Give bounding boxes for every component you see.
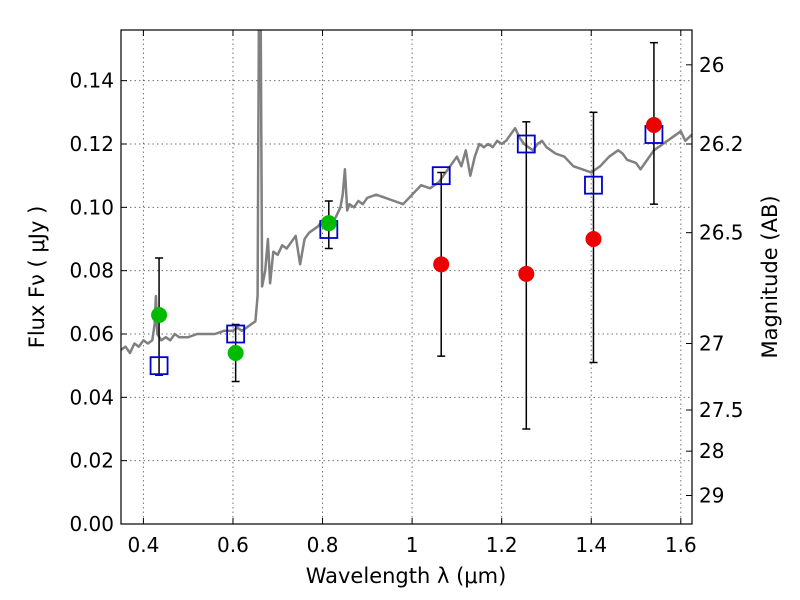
data-point-marker [518,265,535,282]
right-tick-label: 26.5 [699,221,744,245]
data-point-marker [585,231,602,247]
data-point-marker [433,256,450,273]
right-tick-label: 26.2 [699,132,744,156]
model-square-marker [516,134,536,154]
plot-area [121,30,692,430]
y-axis-right-label: Magnitude (AB) [758,195,782,358]
y-tick-label: 0.14 [69,69,114,93]
x-tick-label: 0.8 [307,533,339,557]
x-tick-label: 0.6 [217,533,249,557]
x-axis-label: Wavelength λ (μm) [306,564,507,588]
data-point-marker [645,117,662,133]
model-square-marker [584,175,603,195]
right-tick-label: 26 [699,53,724,77]
right-tick-label: 28 [699,439,724,463]
right-magnitude-ticks: 26 26.2 26.5 27 27.5 28 29 [686,53,744,508]
model-spectrum-line [121,30,692,355]
right-tick-label: 29 [699,484,724,508]
y-tick-label: 0.12 [69,132,114,156]
y-axis-label: Flux Fν ( μJy ) [25,206,49,349]
data-point-marker [151,307,168,323]
plot-frame [120,29,693,525]
model-square-marker [431,166,451,186]
marker-layer [149,117,664,376]
x-tick-label: 1.2 [486,533,518,557]
model-square-marker [226,324,246,344]
x-tick-label: 0.4 [127,533,159,557]
y-tick-label: 0.06 [69,322,114,346]
x-ticks: 0.4 0.6 0.8 1 1.2 1.4 1.6 [127,30,697,557]
right-tick-label: 27 [699,332,724,356]
y-tick-label: 0.00 [69,512,114,536]
y-tick-label: 0.04 [69,385,114,409]
y-tick-label: 0.02 [69,449,114,473]
y-ticks: 0.00 0.02 0.04 0.06 0.08 0.10 0.12 0.14 [69,69,127,536]
right-tick-label: 27.5 [699,398,744,422]
model-square-marker [149,356,169,376]
x-tick-label: 1.4 [575,533,607,557]
data-point-marker [227,345,244,361]
y-tick-label: 0.08 [69,259,114,283]
x-tick-label: 1 [406,533,419,557]
errorbar-layer [155,41,658,430]
x-tick-label: 1.6 [665,533,697,557]
grid-layer [121,30,692,525]
y-tick-label: 0.10 [69,195,114,219]
data-point-marker [320,215,337,232]
